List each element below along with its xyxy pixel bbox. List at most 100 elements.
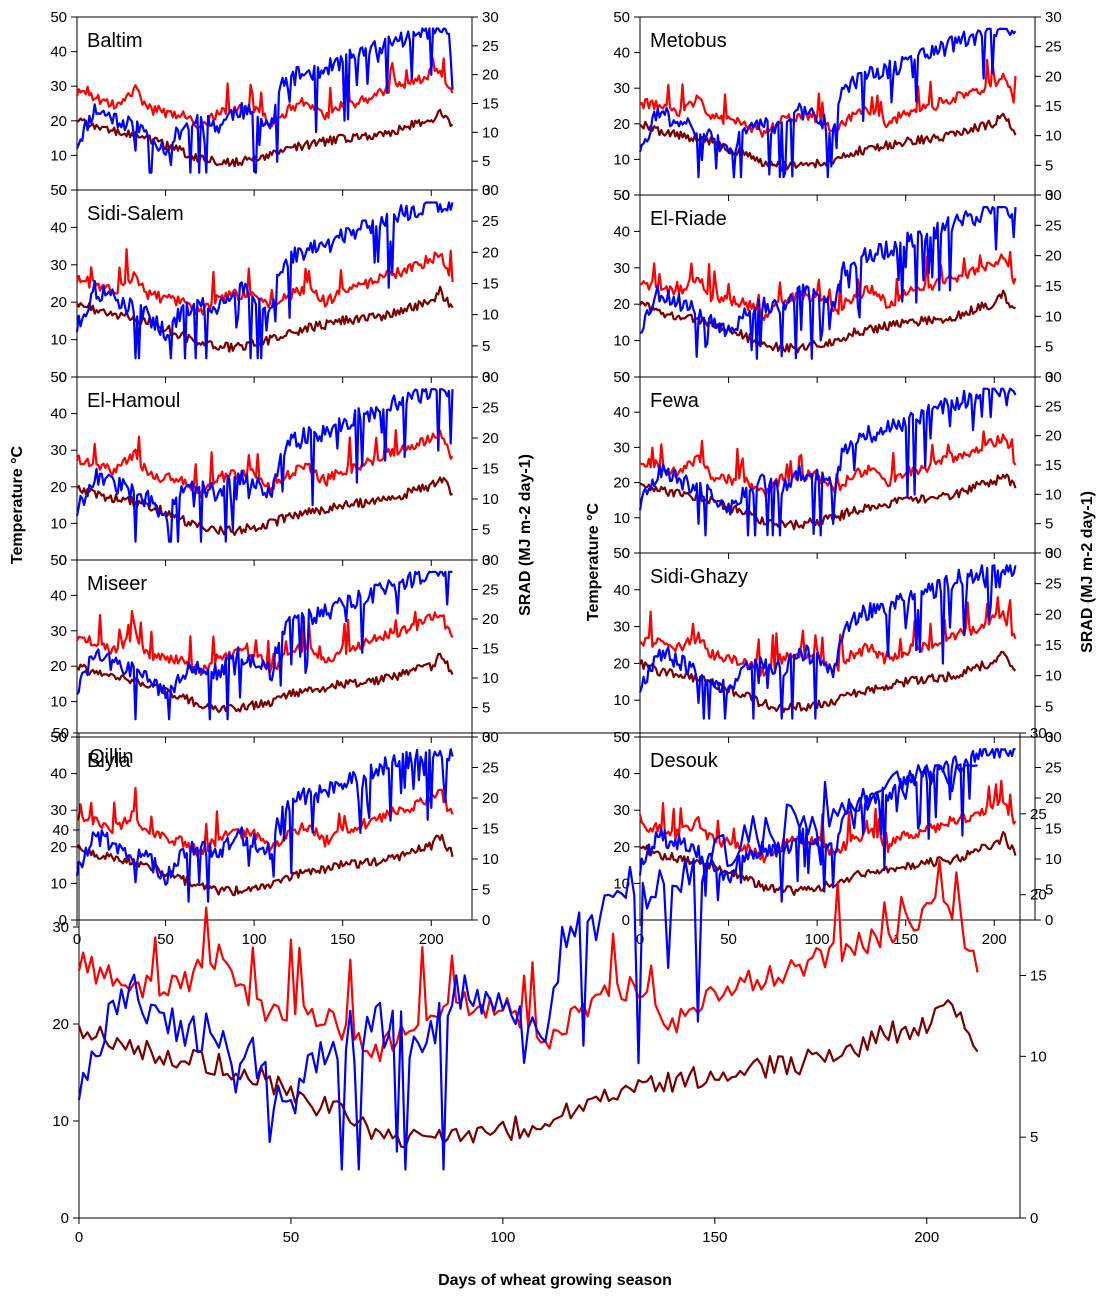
left-tick-label: 0 — [622, 545, 630, 562]
right-tick-label: 25 — [482, 213, 499, 230]
x-tick-label: 100 — [490, 1229, 515, 1246]
tmax-line — [76, 786, 454, 858]
right-tick-label: 0 — [482, 182, 490, 199]
right-tick-label: 15 — [482, 96, 499, 113]
left-tick-label: 30 — [613, 619, 630, 636]
right-tick-label: 5 — [1030, 1129, 1038, 1146]
panel-label: Sidi-Salem — [87, 203, 184, 225]
srad-line — [75, 748, 454, 903]
right-tick-label: 30 — [1030, 725, 1047, 742]
right-tick-label: 20 — [482, 244, 499, 261]
left-tick-label: 0 — [59, 729, 67, 746]
right-tick-label: 30 — [1045, 187, 1062, 204]
left-tick-label: 0 — [59, 369, 67, 386]
right-tick-label: 15 — [482, 641, 499, 658]
right-tick-label: 20 — [482, 430, 499, 447]
srad-line — [638, 564, 1017, 720]
left-tick-label: 10 — [613, 333, 630, 350]
left-ylabel-left-column: Temperature °C — [9, 445, 26, 564]
right-tick-label: 10 — [482, 670, 499, 687]
right-tick-label: 5 — [1045, 516, 1053, 533]
right-tick-label: 15 — [1030, 968, 1047, 985]
left-tick-label: 30 — [50, 257, 67, 274]
left-tick-label: 40 — [50, 406, 67, 423]
panel-label: Miseer — [87, 573, 147, 595]
left-tick-label: 50 — [613, 9, 630, 26]
left-tick-label: 50 — [50, 552, 67, 569]
right-tick-label: 0 — [482, 552, 490, 569]
left-tick-label: 50 — [613, 545, 630, 562]
left-tick-label: 10 — [613, 692, 630, 709]
right-tick-label: 20 — [1030, 887, 1047, 904]
right-tick-label: 30 — [1045, 729, 1062, 746]
left-tick-label: 40 — [613, 45, 630, 62]
left-tick-label: 40 — [50, 219, 67, 236]
srad-line — [638, 27, 1017, 179]
x-tick-label: 0 — [75, 1229, 83, 1246]
left-tick-label: 0 — [61, 1210, 69, 1227]
right-tick-label: 30 — [1045, 545, 1062, 562]
right-tick-label: 25 — [1045, 576, 1062, 593]
right-tick-label: 10 — [1045, 851, 1062, 868]
x-tick-label: 50 — [283, 1229, 300, 1246]
right-tick-label: 25 — [1045, 39, 1062, 56]
left-tick-label: 40 — [52, 822, 69, 839]
right-tick-label: 15 — [482, 461, 499, 478]
left-tick-label: 50 — [52, 725, 69, 742]
tmin-line — [76, 108, 454, 168]
right-tick-label: 20 — [482, 611, 499, 628]
right-tick-label: 5 — [1045, 339, 1053, 356]
srad-line — [75, 388, 454, 543]
x-tick-label: 200 — [982, 931, 1007, 948]
left-tick-label: 20 — [50, 113, 67, 130]
left-tick-label: 0 — [622, 369, 630, 386]
right-ylabel-right-column: SRAD (MJ m-2 day-1) — [1079, 491, 1096, 653]
right-ylabel-left-column: SRAD (MJ m-2 day-1) — [517, 454, 534, 616]
left-tick-label: 50 — [613, 729, 630, 746]
left-tick-label: 30 — [50, 442, 67, 459]
right-tick-label: 25 — [1045, 217, 1062, 234]
right-tick-label: 0 — [1045, 729, 1053, 746]
panel-label: Metobus — [650, 30, 727, 52]
panel-label: Fewa — [650, 390, 700, 412]
left-tick-label: 20 — [613, 116, 630, 133]
tmax-line — [639, 596, 1017, 677]
left-tick-label: 50 — [613, 369, 630, 386]
left-tick-label: 0 — [622, 729, 630, 746]
right-tick-label: 20 — [1045, 248, 1062, 265]
left-tick-label: 40 — [50, 766, 67, 783]
right-tick-label: 20 — [482, 790, 499, 807]
right-tick-label: 25 — [1030, 806, 1047, 823]
srad-line — [638, 387, 1017, 537]
panel-label: Desouk — [650, 750, 719, 772]
x-tick-label: 0 — [636, 931, 644, 948]
right-tick-label: 25 — [1045, 398, 1062, 415]
left-tick-label: 10 — [613, 875, 630, 892]
left-tick-label: 10 — [50, 515, 67, 532]
panel-label: Qillin — [89, 746, 133, 768]
right-tick-label: 15 — [482, 276, 499, 293]
left-tick-label: 10 — [613, 151, 630, 168]
left-tick-label: 10 — [50, 332, 67, 349]
srad-line — [77, 764, 978, 1171]
right-tick-label: 10 — [482, 491, 499, 508]
panel-label: El-Riade — [650, 208, 727, 230]
left-tick-label: 10 — [50, 875, 67, 892]
left-tick-label: 10 — [613, 510, 630, 527]
right-tick-label: 5 — [1045, 698, 1053, 715]
left-tick-label: 50 — [613, 187, 630, 204]
right-tick-label: 30 — [482, 369, 499, 386]
left-tick-label: 40 — [613, 404, 630, 421]
right-tick-label: 0 — [1045, 187, 1053, 204]
right-tick-label: 20 — [1045, 68, 1062, 85]
x-tick-label: 50 — [720, 931, 737, 948]
right-tick-label: 5 — [482, 338, 490, 355]
right-tick-label: 25 — [482, 760, 499, 777]
right-tick-label: 15 — [1045, 278, 1062, 295]
right-tick-label: 10 — [482, 124, 499, 141]
right-tick-label: 25 — [482, 582, 499, 599]
